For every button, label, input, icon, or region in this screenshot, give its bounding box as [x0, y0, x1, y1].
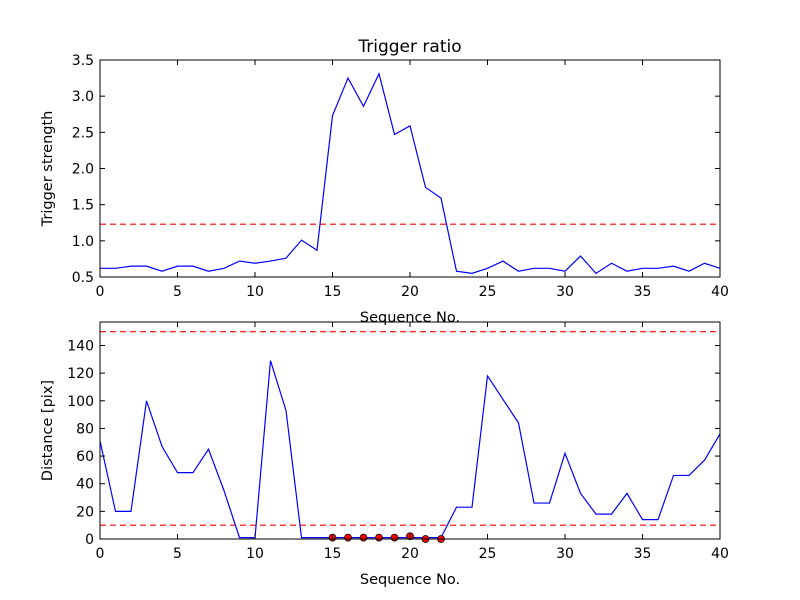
- y-tick-label: 2.5: [72, 125, 94, 141]
- y-tick-label: 120: [67, 366, 94, 382]
- x-tick-label: 30: [556, 284, 574, 300]
- series-line: [100, 71, 721, 275]
- x-tick-label: 10: [246, 284, 264, 300]
- x-tick-label: 5: [173, 284, 182, 300]
- data-point-marker: [344, 533, 352, 542]
- x-tick-label: 0: [96, 546, 105, 562]
- x-tick-label: 40: [711, 546, 729, 562]
- x-tick-label: 20: [401, 546, 419, 562]
- y-tick-label: 80: [76, 421, 94, 437]
- x-tick-label: 20: [401, 284, 419, 300]
- data-point-marker: [390, 533, 399, 542]
- y-tick-label: 1.0: [72, 234, 94, 250]
- x-tick-label: 25: [479, 546, 497, 562]
- x-tick-label: 30: [556, 546, 574, 562]
- y-tick-label: 20: [76, 504, 94, 520]
- chart-title: Trigger ratio: [357, 37, 461, 57]
- plot-frame: [99, 59, 721, 278]
- x-tick-label: 15: [324, 284, 342, 300]
- y-tick-label: 100: [67, 394, 94, 410]
- series-line: [99, 360, 721, 539]
- x-tick-label: 5: [173, 546, 182, 562]
- plot-frame: [99, 321, 721, 540]
- y-tick-label: 2.0: [72, 162, 94, 178]
- trigger-ratio-panel: Trigger ratio Sequence No. Trigger stren…: [40, 37, 729, 326]
- distance-panel: Sequence No. Distance [pix] 0 5 10 15 20 25 30…: [40, 321, 729, 588]
- data-point-marker: [375, 533, 383, 542]
- y-tick-label: 0: [85, 532, 94, 548]
- y-tick-label: 1.5: [72, 198, 94, 214]
- x-tick-label: 35: [634, 284, 652, 300]
- x-axis-label: Sequence No.: [360, 572, 460, 588]
- y-axis-label: Trigger strength: [40, 111, 56, 228]
- x-tick-label: 0: [96, 284, 105, 300]
- x-tick-label: 10: [246, 546, 264, 562]
- y-tick-label: 3.5: [72, 53, 94, 69]
- x-tick-label: 25: [479, 284, 497, 300]
- data-point-marker: [359, 533, 368, 542]
- y-axis-label: Distance [pix]: [40, 380, 56, 481]
- x-tick-label: 15: [324, 546, 342, 562]
- x-tick-label: 40: [711, 284, 729, 300]
- y-tick-label: 0.5: [72, 270, 94, 286]
- y-tick-label: 60: [76, 449, 94, 465]
- y-tick-label: 140: [67, 338, 94, 354]
- y-tick-label: 3.0: [72, 89, 94, 105]
- x-tick-label: 35: [634, 546, 652, 562]
- y-tick-label: 40: [76, 477, 94, 493]
